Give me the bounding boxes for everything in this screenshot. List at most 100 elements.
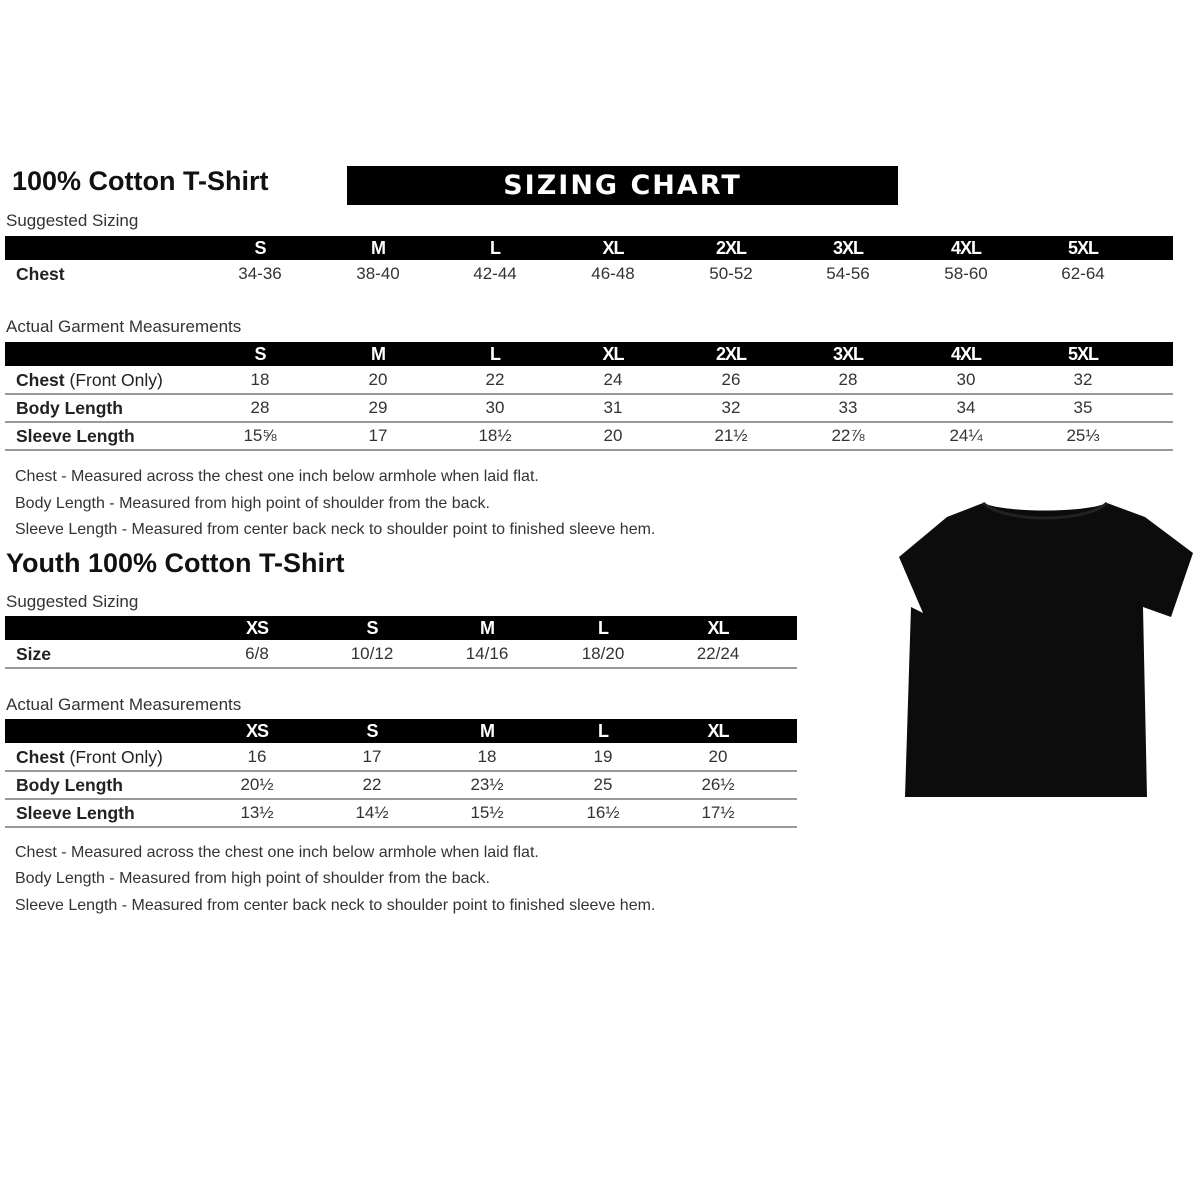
row-divider xyxy=(5,826,797,828)
cell-value: 14½ xyxy=(355,803,389,822)
cell-value: 18 xyxy=(477,747,497,766)
cell-value: 26 xyxy=(721,370,741,389)
adult-note-chest: Chest - Measured across the chest one in… xyxy=(15,468,539,485)
cell-value: 24 xyxy=(603,370,623,389)
cell-value: 30 xyxy=(956,370,976,389)
cell-value: 10/12 xyxy=(350,644,394,663)
row-label-text: Body Length xyxy=(16,775,123,795)
row-label: Chest xyxy=(16,260,65,288)
table-row: Chest (Front Only) 18 20 22 24 26 28 30 32 xyxy=(5,366,1173,394)
row-divider xyxy=(5,393,1173,395)
cell-value: 21½ xyxy=(714,426,748,445)
cell-value: 18 xyxy=(250,370,270,389)
size-header-xl: XL xyxy=(707,618,729,638)
table-row: Size 6/8 10/12 14/16 18/20 22/24 xyxy=(5,640,797,668)
size-header-s: S xyxy=(366,618,378,638)
cell-value: 23½ xyxy=(470,775,504,794)
cell-value: 38-40 xyxy=(356,264,400,283)
row-label-extra: (Front Only) xyxy=(64,747,163,767)
size-header-s: S xyxy=(254,238,266,258)
table-row: Sleeve Length 15⅝ 17 18½ 20 21½ 22⅞ 24¼ 25⅓ xyxy=(5,422,1173,450)
size-header-5xl: 5XL xyxy=(1067,344,1099,364)
table-row: Sleeve Length 13½ 14½ 15½ 16½ 17½ xyxy=(5,799,797,827)
adult-actual-label: Actual Garment Measurements xyxy=(6,317,242,336)
cell-value: 22 xyxy=(362,775,382,794)
size-header-m: M xyxy=(480,618,495,638)
row-divider xyxy=(5,421,1173,423)
cell-value: 20½ xyxy=(240,775,274,794)
youth-title: Youth 100% Cotton T-Shirt xyxy=(6,548,345,578)
row-divider xyxy=(5,770,797,772)
size-header-s: S xyxy=(366,721,378,741)
size-header-3xl: 3XL xyxy=(832,344,864,364)
cell-value: 46-48 xyxy=(591,264,635,283)
row-label-text: Sleeve Length xyxy=(16,426,135,446)
cell-value: 13½ xyxy=(240,803,274,822)
size-header-xl: XL xyxy=(602,344,624,364)
cell-value: 24¼ xyxy=(949,426,983,445)
cell-value: 50-52 xyxy=(709,264,753,283)
size-header-l: L xyxy=(598,721,609,741)
size-header-xs: XS xyxy=(245,618,269,638)
size-header-3xl: 3XL xyxy=(832,238,864,258)
row-label-text: Sleeve Length xyxy=(16,803,135,823)
cell-value: 17½ xyxy=(701,803,735,822)
youth-suggested-label: Suggested Sizing xyxy=(6,592,139,611)
row-label: Chest (Front Only) xyxy=(16,366,163,394)
adult-note-body-length: Body Length - Measured from high point o… xyxy=(15,495,490,512)
row-label: Chest (Front Only) xyxy=(16,743,163,771)
row-label-text: Chest xyxy=(16,747,65,767)
row-label-text: Size xyxy=(16,644,52,664)
row-label-text: Chest xyxy=(16,370,65,390)
adult-suggested-label: Suggested Sizing xyxy=(6,211,139,230)
cell-value: 20 xyxy=(603,426,623,445)
cell-value: 20 xyxy=(368,370,388,389)
cell-value: 16 xyxy=(247,747,267,766)
size-header-l: L xyxy=(598,618,609,638)
size-header-xl: XL xyxy=(707,721,729,741)
size-header-5xl: 5XL xyxy=(1067,238,1099,258)
row-divider xyxy=(5,667,797,669)
row-label-extra: (Front Only) xyxy=(64,370,163,390)
size-header-s: S xyxy=(254,344,266,364)
cell-value: 29 xyxy=(368,398,388,417)
row-label: Sleeve Length xyxy=(16,422,135,450)
size-header-4xl: 4XL xyxy=(950,344,982,364)
row-divider xyxy=(5,449,1173,451)
cell-value: 14/16 xyxy=(465,644,509,663)
cell-value: 28 xyxy=(250,398,270,417)
cell-value: 15⅝ xyxy=(243,426,277,445)
cell-value: 42-44 xyxy=(473,264,517,283)
youth-note-body-length: Body Length - Measured from high point o… xyxy=(15,870,490,887)
cell-value: 19 xyxy=(593,747,613,766)
cell-value: 18/20 xyxy=(581,644,625,663)
cell-value: 33 xyxy=(838,398,858,417)
adult-actual-table: S M L XL 2XL 3XL 4XL 5XL Chest (Front Only) 18 20 2… xyxy=(5,342,1173,451)
cell-value: 32 xyxy=(1073,370,1093,389)
cell-value: 34 xyxy=(956,398,976,417)
cell-value: 58-60 xyxy=(944,264,988,283)
cell-value: 20 xyxy=(708,747,728,766)
size-header-2xl: 2XL xyxy=(715,344,747,364)
size-header-m: M xyxy=(480,721,495,741)
cell-value: 18½ xyxy=(478,426,512,445)
cell-value: 22 xyxy=(485,370,505,389)
size-header-l: L xyxy=(490,344,501,364)
cell-value: 25 xyxy=(593,775,613,794)
row-label: Body Length xyxy=(16,394,123,422)
adult-suggested-table: S M L XL 2XL 3XL 4XL 5XL Chest 34-36 38-40 42-44 46-… xyxy=(5,236,1173,284)
size-header-bar: S M L XL 2XL 3XL 4XL 5XL xyxy=(5,236,1173,260)
cell-value: 25⅓ xyxy=(1066,426,1100,445)
cell-value: 17 xyxy=(368,426,388,445)
t-shirt-icon xyxy=(899,501,1193,797)
cell-value: 16½ xyxy=(586,803,620,822)
row-label: Body Length xyxy=(16,771,123,799)
cell-value: 34-36 xyxy=(238,264,282,283)
size-header-xl: XL xyxy=(602,238,624,258)
size-header-bar: S M L XL 2XL 3XL 4XL 5XL xyxy=(5,342,1173,366)
cell-value: 17 xyxy=(362,747,382,766)
youth-actual-table: XS S M L XL Chest (Front Only) 16 17 18 19 20 Body … xyxy=(5,719,797,828)
table-row: Chest 34-36 38-40 42-44 46-48 50-52 54-56 58-60… xyxy=(5,260,1173,288)
cell-value: 31 xyxy=(603,398,623,417)
size-header-l: L xyxy=(490,238,501,258)
